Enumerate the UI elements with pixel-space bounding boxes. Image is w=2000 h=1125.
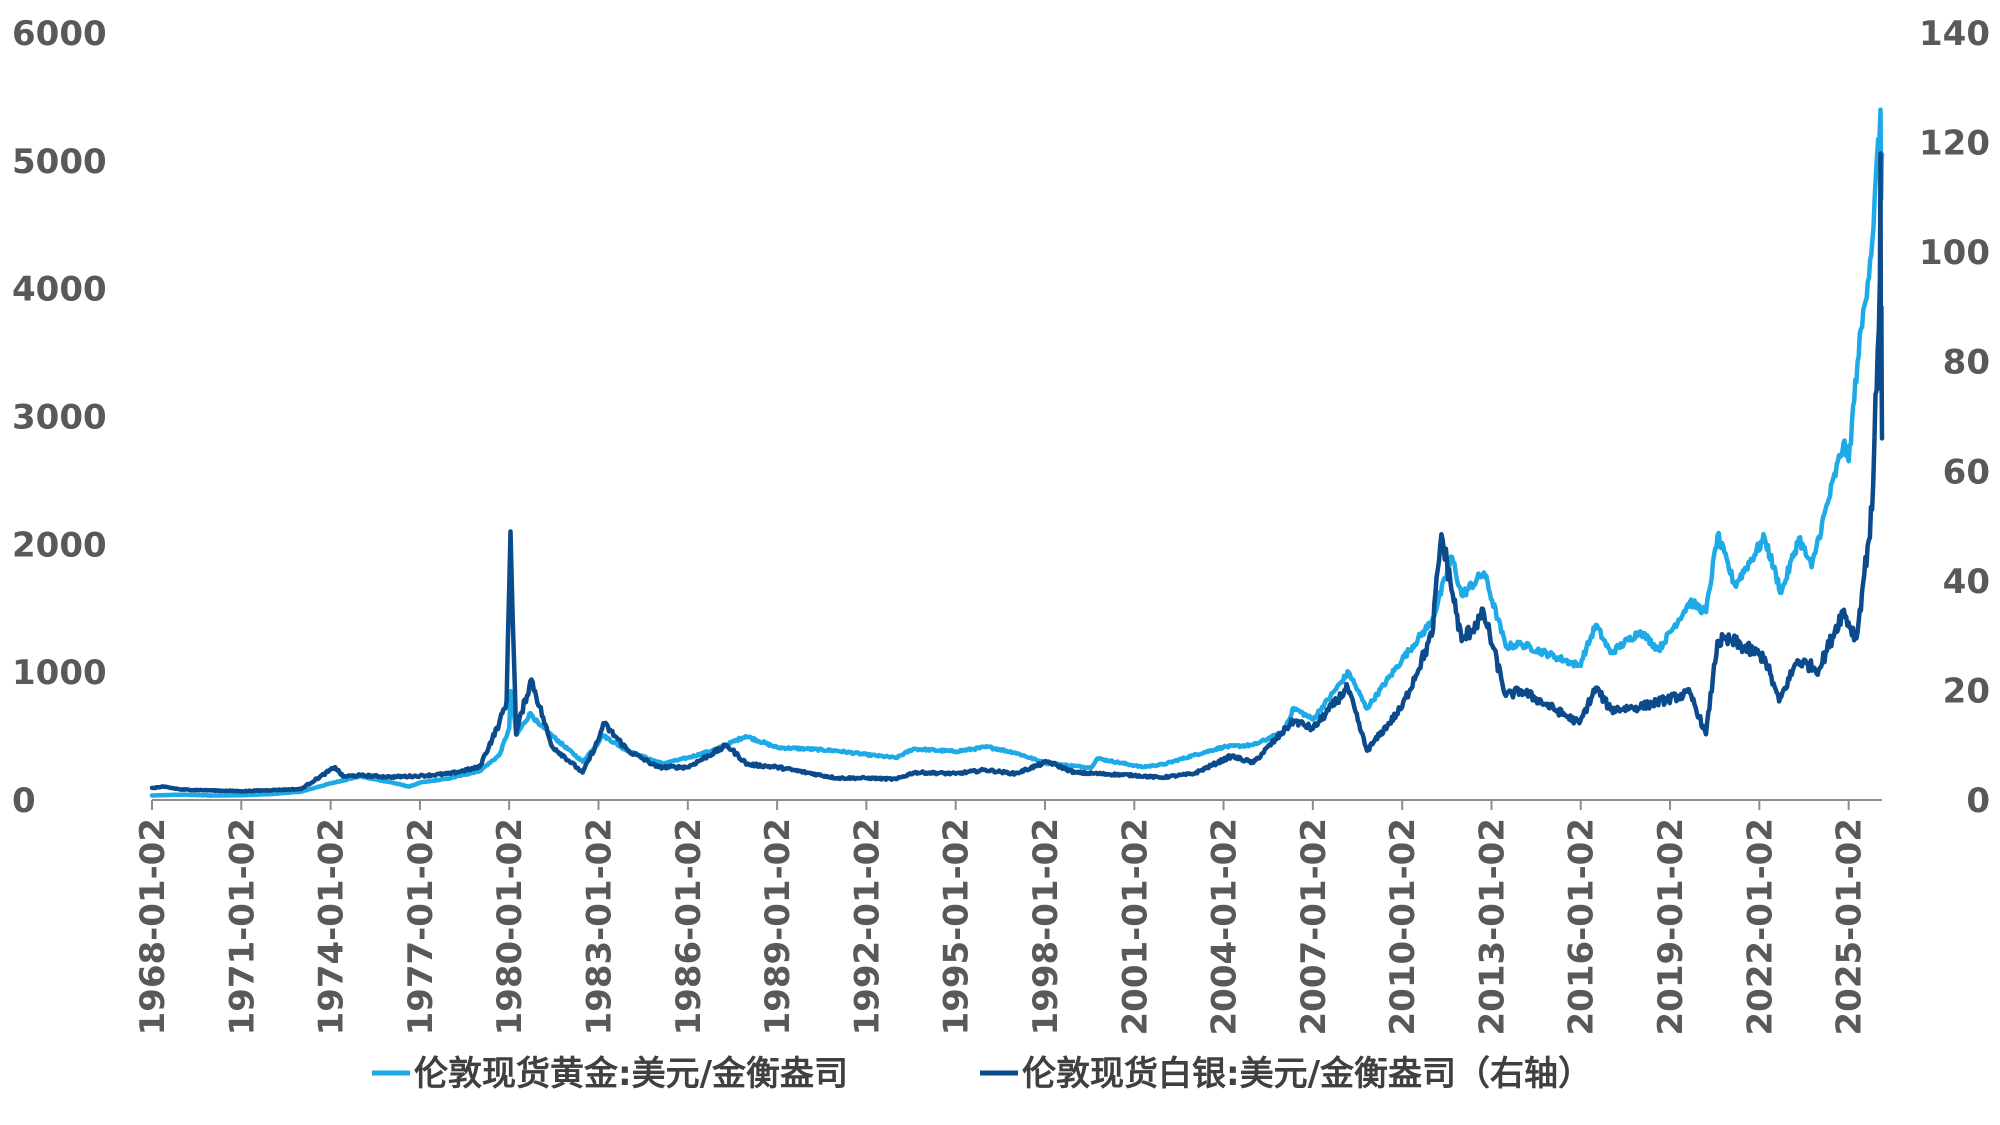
right-y-tick-label: 40	[1943, 562, 1990, 602]
x-tick-label: 2004-01-02	[1205, 818, 1245, 1035]
right-y-tick-label: 100	[1919, 233, 1990, 273]
plot-area	[149, 107, 1885, 798]
right-y-tick-label: 60	[1943, 452, 1990, 492]
x-tick-label: 1974-01-02	[312, 818, 352, 1035]
x-tick-label: 1986-01-02	[669, 818, 709, 1035]
x-tick-label: 2007-01-02	[1294, 818, 1334, 1035]
left-y-tick-label: 0	[12, 781, 36, 821]
legend: 伦敦现货黄金:美元/金衡盎司 伦敦现货白银:美元/金衡盎司（右轴）	[372, 1054, 1592, 1094]
left-y-axis: 0 1000 2000 3000 4000 5000 6000	[12, 14, 107, 821]
x-tick-label: 1980-01-02	[490, 818, 530, 1035]
legend-label: 伦敦现货白银:美元/金衡盎司（右轴）	[1022, 1054, 1592, 1094]
x-axis: 1968-01-02 1971-01-02 1974-01-02 1977-01-02…	[133, 799, 1882, 1035]
x-tick-label: 2025-01-02	[1830, 818, 1870, 1035]
left-y-tick-label: 4000	[12, 270, 107, 310]
left-y-tick-label: 2000	[12, 525, 107, 565]
left-y-tick-label: 6000	[12, 14, 107, 54]
left-y-tick-label: 3000	[12, 398, 107, 438]
x-tick-label: 1989-01-02	[758, 818, 798, 1035]
x-tick-label: 2013-01-02	[1472, 818, 1512, 1035]
gold-price-line	[149, 107, 1885, 798]
x-tick-label: 1995-01-02	[937, 818, 977, 1035]
right-y-tick-label: 20	[1943, 671, 1990, 711]
right-y-axis: 0 20 40 60 80 100 120 140	[1919, 14, 1990, 821]
x-tick-label: 1998-01-02	[1026, 818, 1066, 1035]
right-y-tick-label: 80	[1943, 343, 1990, 383]
right-y-tick-label: 120	[1919, 124, 1990, 164]
legend-item-gold: 伦敦现货黄金:美元/金衡盎司	[372, 1054, 848, 1094]
x-tick-label: 1992-01-02	[847, 818, 887, 1035]
x-tick-label: 2001-01-02	[1115, 818, 1155, 1035]
x-tick-label: 2016-01-02	[1562, 818, 1602, 1035]
silver-price-line	[149, 151, 1885, 794]
x-tick-label: 1971-01-02	[222, 818, 262, 1035]
left-y-tick-label: 5000	[12, 142, 107, 182]
right-y-tick-label: 0	[1966, 781, 1990, 821]
x-tick-label: 1968-01-02	[133, 818, 173, 1035]
x-tick-label: 2010-01-02	[1383, 818, 1423, 1035]
legend-label: 伦敦现货黄金:美元/金衡盎司	[414, 1054, 848, 1094]
right-y-tick-label: 140	[1919, 14, 1990, 54]
x-tick-label: 1983-01-02	[579, 818, 619, 1035]
x-tick-label: 1977-01-02	[401, 818, 441, 1035]
legend-item-silver: 伦敦现货白银:美元/金衡盎司（右轴）	[980, 1054, 1592, 1094]
x-tick-label: 2022-01-02	[1740, 818, 1780, 1035]
left-y-tick-label: 1000	[12, 653, 107, 693]
x-tick-label: 2019-01-02	[1651, 818, 1691, 1035]
